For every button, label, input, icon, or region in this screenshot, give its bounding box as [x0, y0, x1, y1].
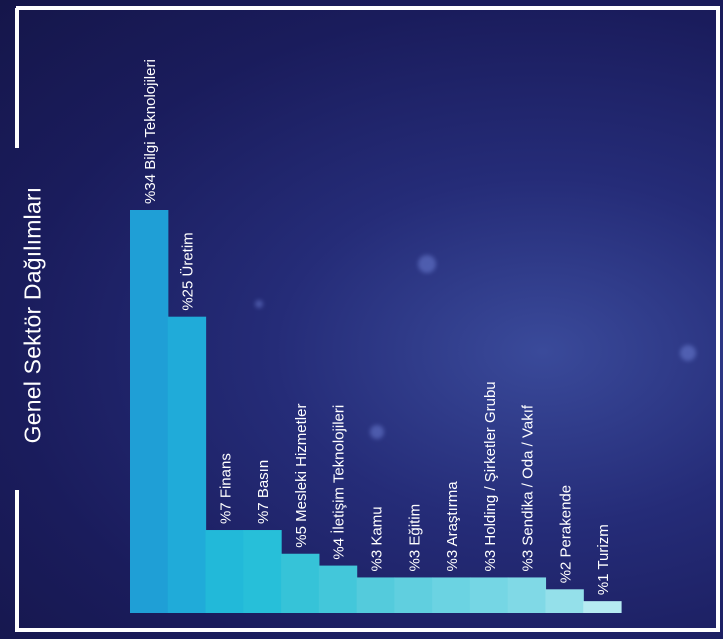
bg-glow [370, 425, 384, 439]
bar-label-8: %3 Eğitim [406, 504, 423, 572]
bar-label-1: %34 Bilgi Teknolojileri [142, 59, 159, 204]
bar-5 [281, 553, 320, 613]
bar-label-11: %3 Sendika / Oda / Vakıf [520, 404, 537, 571]
bg-glow [680, 345, 696, 361]
bar-7 [356, 577, 395, 613]
bar-11 [507, 577, 547, 613]
bar-label-3: %7 Finans [217, 453, 234, 524]
bar-3 [205, 530, 244, 613]
bg-glow [255, 300, 263, 308]
bar-12 [545, 589, 584, 613]
bar-4 [243, 530, 282, 613]
bar-8 [394, 577, 433, 613]
bar-label-13: %1 Turizm [595, 524, 612, 595]
bar-2 [167, 316, 207, 613]
bar-label-7: %3 Kamu [369, 506, 386, 571]
bar-label-12: %2 Perakende [557, 485, 574, 583]
bar-9 [432, 577, 471, 613]
bar-13 [583, 601, 622, 613]
bar-label-4: %7 Basın [255, 460, 272, 524]
bar-label-9: %3 Araştırma [444, 481, 461, 572]
bar-10 [469, 577, 509, 613]
bar-1 [130, 210, 169, 613]
bar-label-10: %3 Holding / Şirketler Grubu [482, 381, 499, 571]
bar-6 [318, 565, 358, 613]
bar-label-5: %5 Mesleki Hizmetler [293, 404, 310, 548]
bar-label-2: %25 Üretim [179, 232, 197, 310]
bar-label-6: %4 İletişim Teknolojileri [330, 405, 348, 560]
bg-glow [418, 255, 436, 273]
